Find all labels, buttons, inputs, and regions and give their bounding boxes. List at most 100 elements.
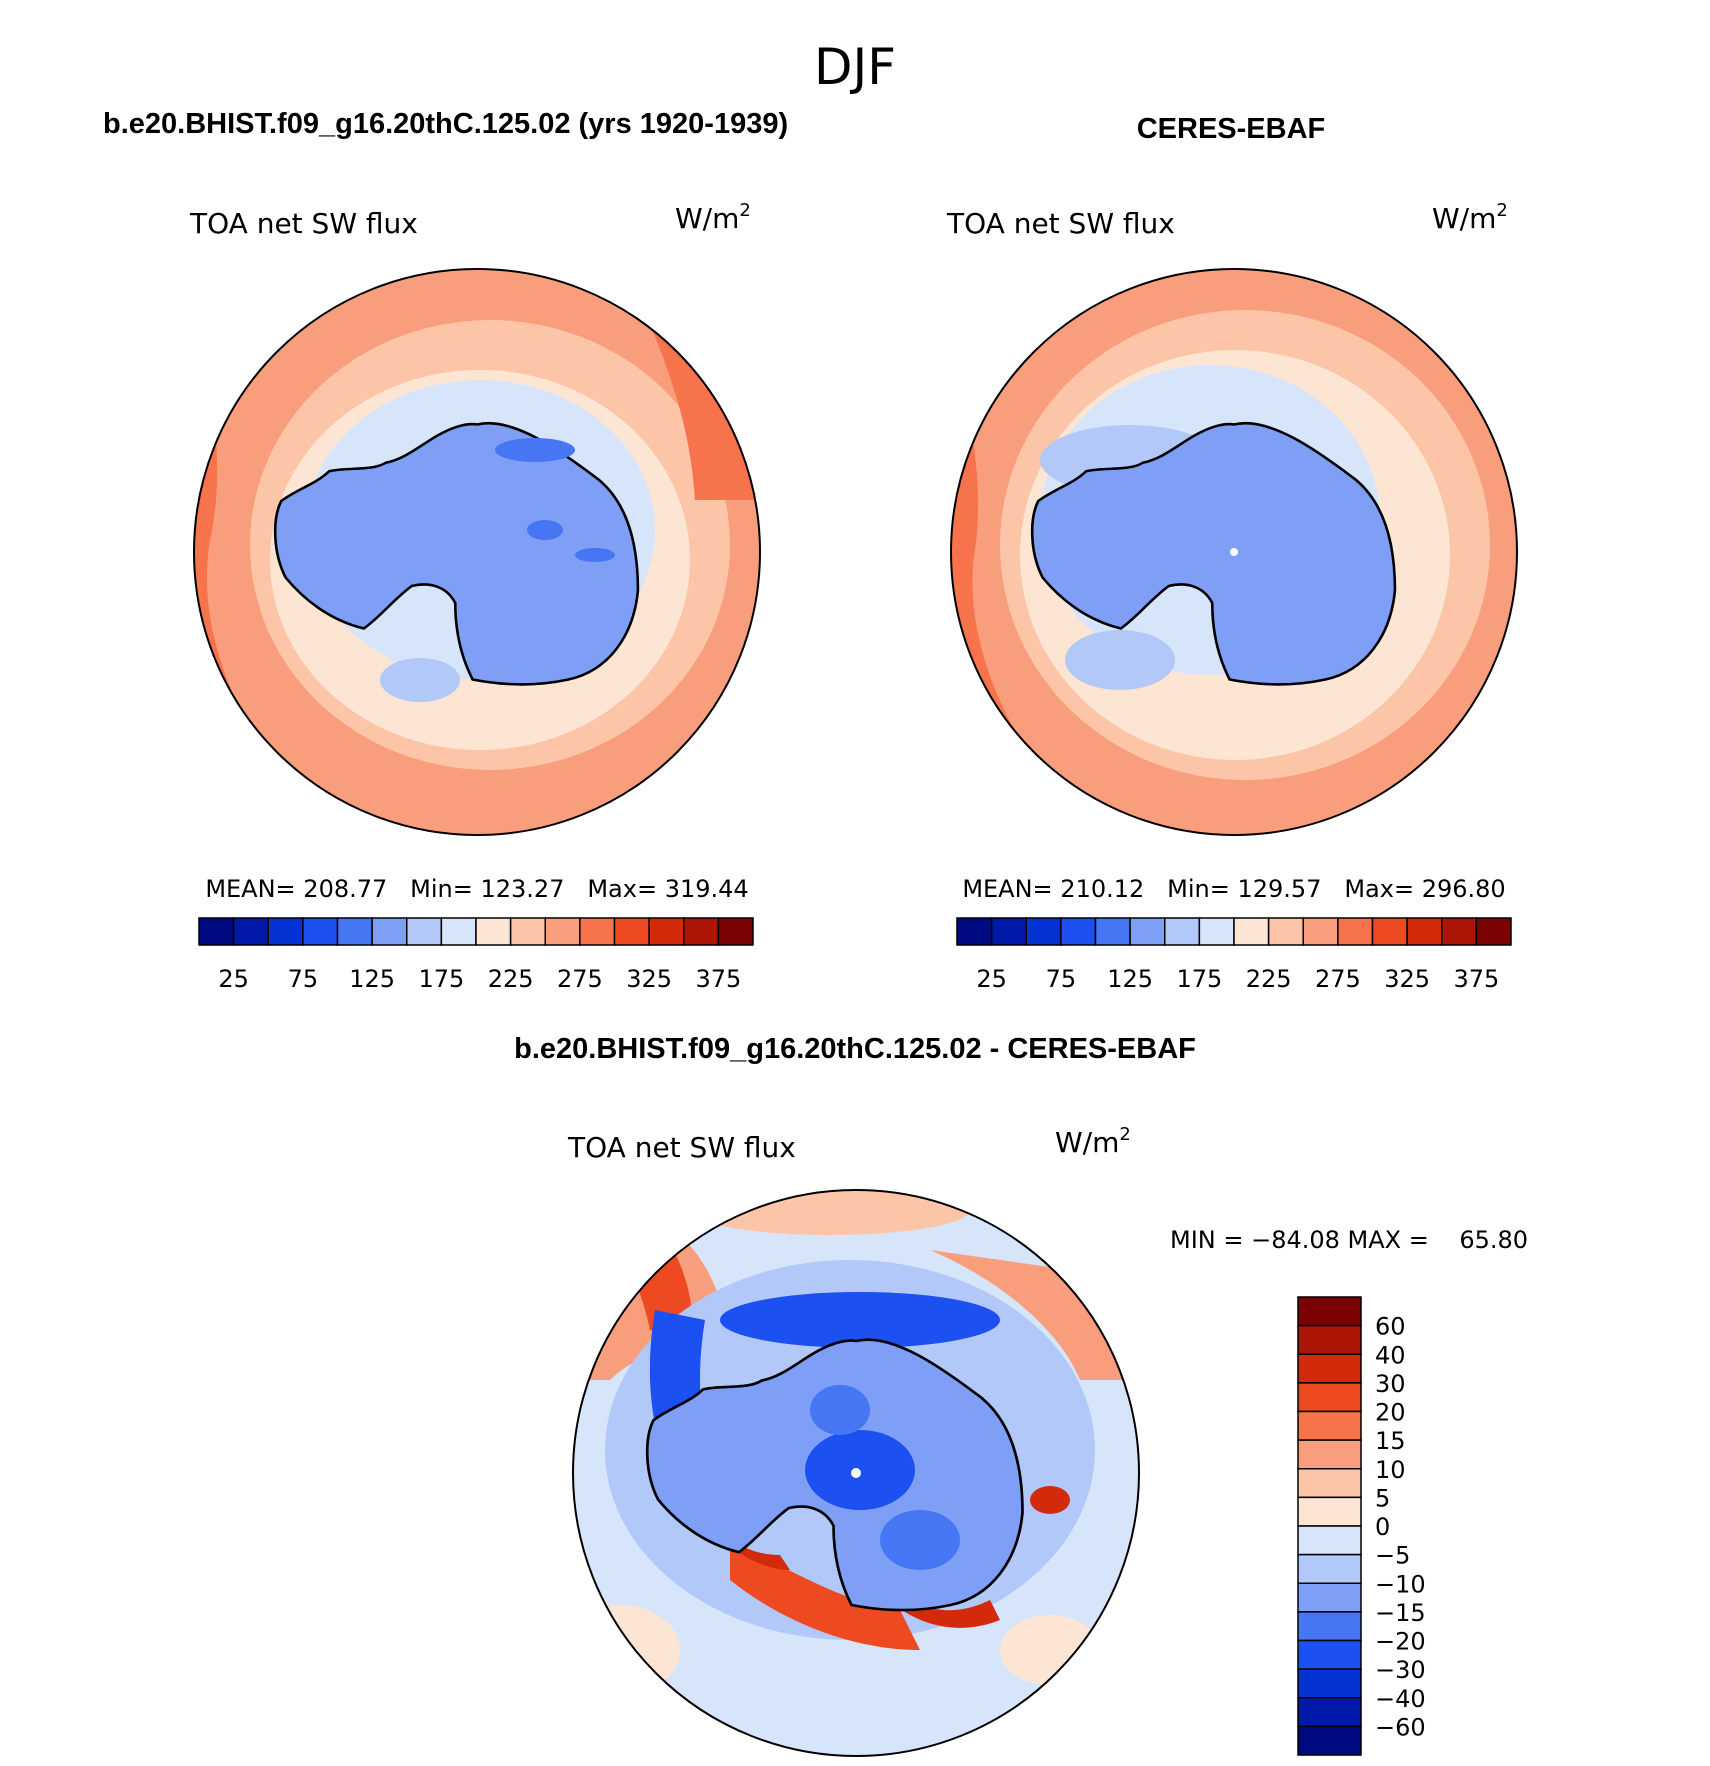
map-diff (573, 1190, 1139, 1756)
diff-units: W/m2 (1055, 1124, 1131, 1159)
colorbar-obs-swatch (1302, 917, 1339, 946)
colorbar-obs: 25 75 125 175 225 275 325 375 (956, 917, 1512, 993)
colorbar-model-swatch (475, 917, 512, 946)
colorbar-diff-tick-label: −5 (1375, 1542, 1410, 1570)
colorbar-diff-swatch (1297, 1410, 1362, 1441)
colorbar-obs-tick-label: 275 (1315, 965, 1361, 993)
colorbar-model-swatch (648, 917, 685, 946)
colorbar-model-tick-label: 375 (695, 965, 741, 993)
colorbar-obs-tick-label: 175 (1176, 965, 1222, 993)
panel-model-title: b.e20.BHIST.f09_g16.20thC.125.02 (yrs 19… (103, 108, 788, 140)
colorbar-model-tick-label: 25 (218, 965, 249, 993)
colorbar-obs-swatch (1267, 917, 1304, 946)
colorbar-diff-tick-label: −15 (1375, 1599, 1426, 1627)
colorbar-model-swatch (579, 917, 616, 946)
colorbar-model-swatch (717, 917, 754, 946)
colorbar-diff-tick-label: 40 (1375, 1341, 1406, 1369)
colorbar-model-swatch (544, 917, 581, 946)
colorbar-diff-swatch (1297, 1697, 1362, 1728)
panel-obs-stats: MEAN= 210.12 Min= 129.57 Max= 296.80 (962, 875, 1505, 903)
colorbar-obs-swatch (1129, 917, 1166, 946)
colorbar-obs-swatch (1475, 917, 1512, 946)
colorbar-diff-tick-label: 30 (1375, 1370, 1406, 1398)
colorbar-diff-tick-label: 60 (1375, 1313, 1406, 1341)
colorbar-obs-swatch (956, 917, 993, 946)
panel-obs-units: W/m2 (1432, 200, 1508, 235)
colorbar-obs-tick-label: 325 (1384, 965, 1430, 993)
colorbar-model-swatch (371, 917, 408, 946)
colorbar-model-swatch (267, 917, 304, 946)
colorbar-model-tick-label: 275 (557, 965, 603, 993)
colorbar-obs-swatch (1025, 917, 1062, 946)
colorbar-diff-swatch (1297, 1468, 1362, 1499)
colorbar-model-swatch (232, 917, 269, 946)
colorbar-model-tick-label: 175 (418, 965, 464, 993)
diff-title: b.e20.BHIST.f09_g16.20thC.125.02 - CERES… (514, 1033, 1196, 1065)
colorbar-diff-swatch (1297, 1611, 1362, 1642)
colorbar-obs-tick-label: 225 (1246, 965, 1292, 993)
colorbar-obs-tick-label: 125 (1107, 965, 1153, 993)
colorbar-obs-swatch (1164, 917, 1201, 946)
colorbar-diff-swatch (1297, 1725, 1362, 1756)
colorbar-diff-swatch (1297, 1324, 1362, 1355)
colorbar-diff-swatch (1297, 1353, 1362, 1384)
colorbar-obs-swatch (1198, 917, 1235, 946)
colorbar-model-tick-label: 125 (349, 965, 395, 993)
colorbar-model-tick-label: 325 (626, 965, 672, 993)
diff-variable: TOA net SW flux (567, 1131, 796, 1164)
colorbar-diff-swatch (1297, 1639, 1362, 1670)
colorbar-diff-swatch (1297, 1382, 1362, 1413)
colorbar-diff-swatch (1297, 1668, 1362, 1699)
colorbar-model-swatch (440, 917, 477, 946)
colorbar-obs-swatch (1441, 917, 1478, 946)
colorbar-obs-tick-label: 75 (1046, 965, 1077, 993)
colorbar-model-swatch (613, 917, 650, 946)
panel-obs-variable: TOA net SW flux (946, 207, 1175, 240)
colorbar-model-swatch (683, 917, 720, 946)
colorbar-model-swatch (509, 917, 546, 946)
colorbar-diff-tick-label: 10 (1375, 1456, 1406, 1484)
colorbar-obs-swatch (1337, 917, 1374, 946)
colorbar-diff-tick-label: −20 (1375, 1628, 1426, 1656)
colorbar-model-tick-label: 75 (288, 965, 319, 993)
colorbar-model: 25 75 125 175 225 275 325 375 (198, 917, 754, 993)
colorbar-obs-tick-label: 375 (1453, 965, 1499, 993)
colorbar-obs-tick-label: 25 (976, 965, 1007, 993)
colorbar-model-tick-label: 225 (488, 965, 534, 993)
colorbar-diff-tick-label: −40 (1375, 1685, 1426, 1713)
colorbar-obs-swatch (1233, 917, 1270, 946)
colorbar-diff-swatch (1297, 1496, 1362, 1527)
colorbar-diff-tick-label: −30 (1375, 1656, 1426, 1684)
colorbar-diff-tick-label: −10 (1375, 1570, 1426, 1598)
colorbar-diff-swatch (1297, 1439, 1362, 1470)
panel-model-stats: MEAN= 208.77 Min= 123.27 Max= 319.44 (205, 875, 748, 903)
colorbar-model-swatch (302, 917, 339, 946)
colorbar-diff-tick-label: 15 (1375, 1427, 1406, 1455)
map-obs (951, 269, 1517, 835)
colorbar-model-swatch (198, 917, 235, 946)
panel-model-variable: TOA net SW flux (189, 207, 418, 240)
colorbar-obs-swatch (1371, 917, 1408, 946)
colorbar-obs-swatch (1060, 917, 1097, 946)
colorbar-model-swatch (406, 917, 443, 946)
colorbar-obs-swatch (1406, 917, 1443, 946)
colorbar-obs-swatch (990, 917, 1027, 946)
colorbar-diff-tick-label: 5 (1375, 1484, 1390, 1512)
panel-obs-title: CERES-EBAF (1137, 113, 1326, 145)
colorbar-diff-swatch (1297, 1553, 1362, 1584)
colorbar-diff-swatch (1297, 1296, 1362, 1327)
colorbar-diff-tick-label: 20 (1375, 1399, 1406, 1427)
colorbar-diff-swatch (1297, 1582, 1362, 1613)
colorbar-diff-swatch (1297, 1525, 1362, 1556)
colorbar-diff-tick-label: 0 (1375, 1513, 1390, 1541)
colorbar-obs-swatch (1094, 917, 1131, 946)
diff-stats: MIN = −84.08 MAX = 65.80 (1170, 1226, 1528, 1254)
season-title: DJF (814, 38, 896, 96)
colorbar-diff-tick-label: −60 (1375, 1713, 1426, 1741)
map-model (194, 269, 760, 835)
panel-model-units: W/m2 (675, 200, 751, 235)
colorbar-model-swatch (336, 917, 373, 946)
